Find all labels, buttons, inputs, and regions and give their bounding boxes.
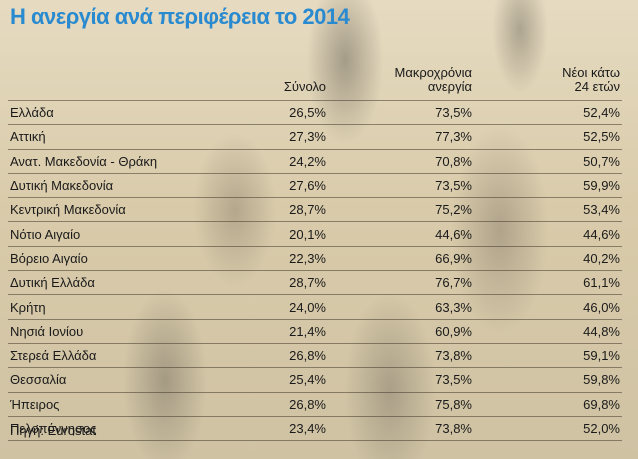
total-cell: 28,7% bbox=[232, 270, 326, 295]
long-term-cell: 73,8% bbox=[326, 342, 472, 368]
youth-cell: 59,9% bbox=[472, 172, 622, 198]
long-term-cell: 75,2% bbox=[326, 197, 472, 222]
youth-cell: 53,4% bbox=[472, 197, 622, 222]
region-cell: Κεντρική Μακεδονία bbox=[8, 197, 232, 222]
header-line: Νέοι κάτω bbox=[562, 65, 620, 80]
table-body: Ελλάδα 26,5% 73,5% 52,4% Αττική 27,3% 77,3% 52,… bbox=[8, 99, 622, 442]
table-row: Βόρειο Αιγαίο 22,3% 66,9% 40,2% bbox=[8, 245, 622, 271]
long-term-cell: 76,7% bbox=[326, 270, 472, 295]
table-row: Ήπειρος 26,8% 75,8% 69,8% bbox=[8, 391, 622, 417]
youth-cell: 59,1% bbox=[472, 342, 622, 368]
total-cell: 26,8% bbox=[232, 391, 326, 417]
youth-cell: 52,5% bbox=[472, 124, 622, 150]
table-row: Αττική 27,3% 77,3% 52,5% bbox=[8, 124, 622, 150]
region-cell: Ανατ. Μακεδονία - Θράκη bbox=[8, 148, 232, 174]
header-long-term: Μακροχρόνια ανεργία bbox=[326, 48, 472, 101]
table-row: Ανατ. Μακεδονία - Θράκη 24,2% 70,8% 50,7% bbox=[8, 148, 622, 174]
header-line: ανεργία bbox=[427, 79, 472, 94]
total-cell: 23,4% bbox=[232, 415, 326, 442]
long-term-cell: 73,5% bbox=[326, 367, 472, 393]
youth-cell: 50,7% bbox=[472, 148, 622, 174]
table-header-row: Σύνολο Μακροχρόνια ανεργία Νέοι κάτω 24 … bbox=[8, 48, 622, 101]
region-cell: Κρήτη bbox=[8, 294, 232, 320]
total-cell: 26,8% bbox=[232, 342, 326, 368]
table-row: Νησιά Ιονίου 21,4% 60,9% 44,8% bbox=[8, 318, 622, 344]
long-term-cell: 44,6% bbox=[326, 221, 472, 247]
youth-cell: 44,8% bbox=[472, 318, 622, 344]
youth-cell: 61,1% bbox=[472, 270, 622, 295]
youth-cell: 52,0% bbox=[472, 415, 622, 442]
total-cell: 20,1% bbox=[232, 221, 326, 247]
header-line: Μακροχρόνια bbox=[394, 65, 472, 80]
youth-cell: 59,8% bbox=[472, 367, 622, 393]
table-row: Κρήτη 24,0% 63,3% 46,0% bbox=[8, 294, 622, 320]
region-cell: Ήπειρος bbox=[8, 391, 232, 417]
long-term-cell: 77,3% bbox=[326, 124, 472, 150]
total-cell: 27,6% bbox=[232, 172, 326, 198]
youth-cell: 52,4% bbox=[472, 99, 622, 125]
table-row: Θεσσαλία 25,4% 73,5% 59,8% bbox=[8, 367, 622, 393]
region-cell: Πελοπόννησος bbox=[8, 415, 232, 442]
header-line: Σύνολο bbox=[283, 79, 326, 94]
youth-cell: 40,2% bbox=[472, 245, 622, 271]
youth-cell: 46,0% bbox=[472, 294, 622, 320]
total-cell: 21,4% bbox=[232, 318, 326, 344]
youth-cell: 69,8% bbox=[472, 391, 622, 417]
long-term-cell: 66,9% bbox=[326, 245, 472, 271]
header-youth: Νέοι κάτω 24 ετών bbox=[472, 48, 622, 101]
total-cell: 25,4% bbox=[232, 367, 326, 393]
table-row: Δυτική Ελλάδα 28,7% 76,7% 61,1% bbox=[8, 270, 622, 295]
table-row: Ελλάδα 26,5% 73,5% 52,4% bbox=[8, 99, 622, 125]
youth-cell: 44,6% bbox=[472, 221, 622, 247]
chart-title: Η ανεργία ανά περιφέρεια το 2014 bbox=[10, 4, 350, 29]
table-row: Πελοπόννησος 23,4% 73,8% 52,0% bbox=[8, 415, 622, 442]
region-cell: Αττική bbox=[8, 124, 232, 150]
total-cell: 26,5% bbox=[232, 99, 326, 125]
region-cell: Θεσσαλία bbox=[8, 367, 232, 393]
region-cell: Στερεά Ελλάδα bbox=[8, 342, 232, 368]
header-region bbox=[8, 48, 232, 101]
long-term-cell: 73,5% bbox=[326, 99, 472, 125]
long-term-cell: 73,5% bbox=[326, 172, 472, 198]
long-term-cell: 63,3% bbox=[326, 294, 472, 320]
long-term-cell: 60,9% bbox=[326, 318, 472, 344]
unemployment-table: Σύνολο Μακροχρόνια ανεργία Νέοι κάτω 24 … bbox=[8, 48, 622, 442]
source-note: Πηγή: Eurostat bbox=[10, 423, 96, 438]
total-cell: 27,3% bbox=[232, 124, 326, 150]
long-term-cell: 75,8% bbox=[326, 391, 472, 417]
region-cell: Δυτική Μακεδονία bbox=[8, 172, 232, 198]
region-cell: Ελλάδα bbox=[8, 99, 232, 125]
table-row: Στερεά Ελλάδα 26,8% 73,8% 59,1% bbox=[8, 342, 622, 368]
total-cell: 28,7% bbox=[232, 197, 326, 222]
region-cell: Βόρειο Αιγαίο bbox=[8, 245, 232, 271]
region-cell: Νησιά Ιονίου bbox=[8, 318, 232, 344]
total-cell: 22,3% bbox=[232, 245, 326, 271]
header-total: Σύνολο bbox=[232, 48, 326, 101]
table-row: Δυτική Μακεδονία 27,6% 73,5% 59,9% bbox=[8, 172, 622, 198]
region-cell: Νότιο Αιγαίο bbox=[8, 221, 232, 247]
region-cell: Δυτική Ελλάδα bbox=[8, 270, 232, 295]
header-line: 24 ετών bbox=[574, 79, 620, 94]
table-row: Κεντρική Μακεδονία 28,7% 75,2% 53,4% bbox=[8, 197, 622, 222]
long-term-cell: 73,8% bbox=[326, 415, 472, 442]
table-row: Νότιο Αιγαίο 20,1% 44,6% 44,6% bbox=[8, 221, 622, 247]
total-cell: 24,2% bbox=[232, 148, 326, 174]
total-cell: 24,0% bbox=[232, 294, 326, 320]
long-term-cell: 70,8% bbox=[326, 148, 472, 174]
